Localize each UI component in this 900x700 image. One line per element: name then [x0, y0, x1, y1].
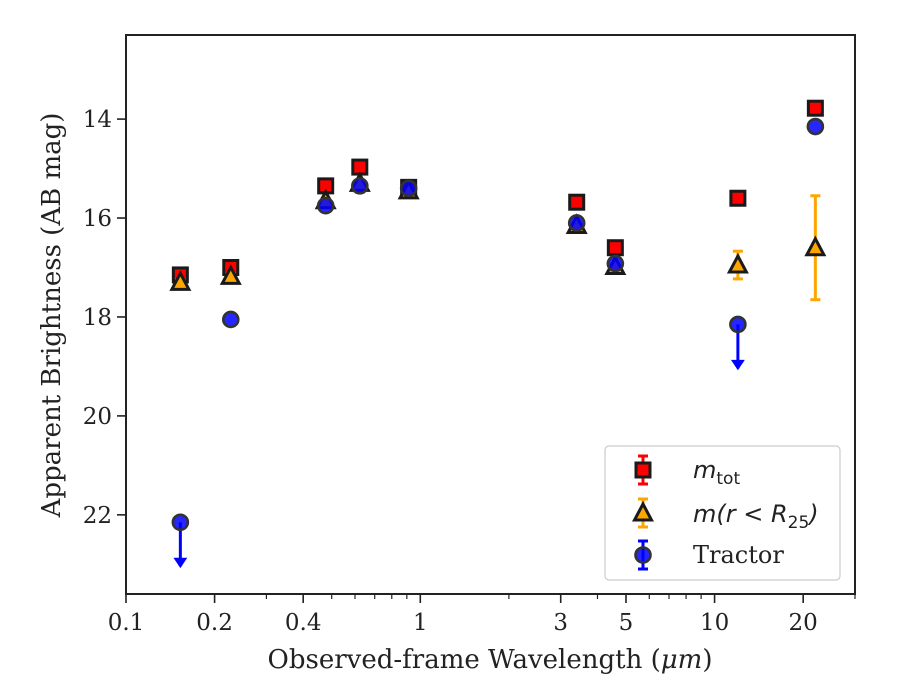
- data-point-mr25: [804, 235, 827, 257]
- y-tick-label: 14: [83, 107, 112, 133]
- x-tick-label: 0.1: [108, 610, 145, 636]
- x-tick-label: 3: [553, 610, 568, 636]
- upper-limit-arrowhead: [730, 359, 745, 371]
- x-axis-label: Observed-frame Wavelength (μm): [268, 645, 713, 675]
- data-point-mtot: [729, 189, 747, 207]
- legend-marker-tractor: [634, 546, 652, 564]
- legend-label-mr25: m(r < R25): [693, 500, 819, 533]
- y-tick-label: 22: [83, 503, 112, 529]
- legend-marker-mtot: [634, 461, 652, 479]
- legend-box: [604, 445, 841, 581]
- series-mr25: [169, 171, 827, 302]
- data-point-tractor: [221, 310, 240, 329]
- y-axis-label: Apparent Brightness (AB mag): [37, 113, 67, 519]
- legend-label-mtot: mtot: [693, 456, 740, 489]
- x-tick-label: 0.2: [196, 610, 233, 636]
- y-tick-label: 18: [83, 305, 112, 331]
- x-tick-label: 0.4: [285, 610, 322, 636]
- data-point-mr25: [169, 270, 192, 291]
- data-point-tractor: [399, 179, 418, 198]
- x-tick-label: 10: [700, 610, 729, 636]
- data-point-mr25: [219, 264, 242, 285]
- legend: mtot m(r < R25) Tractor: [604, 445, 841, 581]
- data-point-tractor: [351, 177, 369, 195]
- data-point-tractor: [806, 117, 825, 136]
- data-point-tractor: [567, 214, 586, 232]
- data-point-tractor: [316, 196, 335, 215]
- data-point-mr25: [726, 252, 749, 274]
- data-point-mtot: [606, 239, 624, 257]
- x-tick-label: 1: [413, 610, 428, 636]
- series-tractor: [171, 117, 825, 569]
- axis-ticks: 0.1 0.2 0.4 1 3 5 10 20 14 16 18 20 22: [83, 107, 856, 636]
- y-tick-label: 20: [83, 404, 112, 430]
- x-tick-label: 5: [619, 610, 634, 636]
- upper-limit-arrowhead: [173, 557, 188, 569]
- legend-label-tractor: Tractor: [693, 541, 784, 569]
- series-mtot: [171, 99, 824, 284]
- data-point-tractor: [606, 254, 625, 273]
- y-tick-label: 16: [83, 206, 112, 232]
- x-tick-label: 20: [789, 610, 818, 636]
- data-point-tractor: [729, 315, 747, 334]
- plot-frame: [125, 34, 856, 595]
- data-point-mtot: [806, 99, 824, 117]
- data-point-mtot: [568, 193, 586, 211]
- data-layer: [169, 99, 827, 569]
- data-point-tractor: [171, 513, 190, 532]
- legend-marker-mr25: [632, 500, 654, 522]
